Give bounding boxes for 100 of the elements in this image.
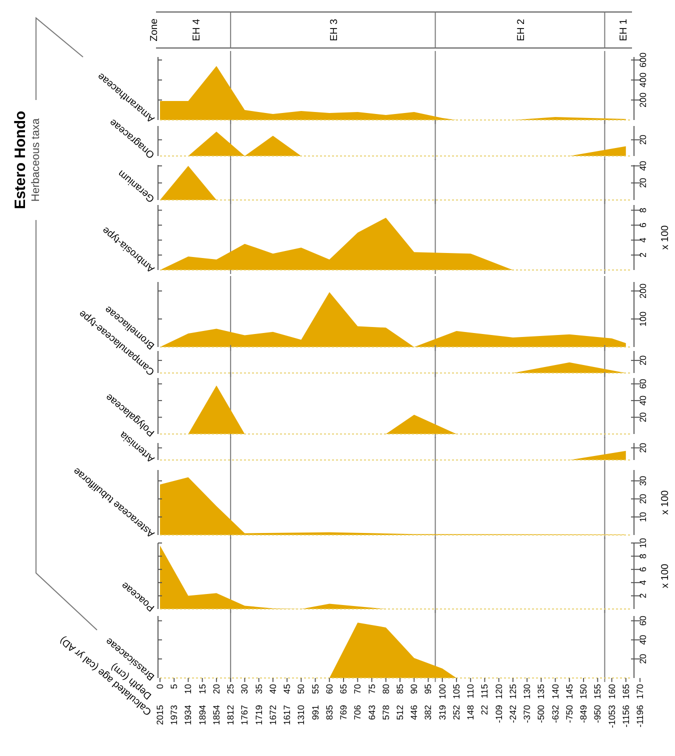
y-tick-label: 20: [638, 654, 648, 664]
text: -500: [536, 705, 546, 724]
text: EH 3: [328, 18, 340, 42]
y-axis-title: x 100: [660, 490, 671, 515]
x-tick-label: 50: [296, 684, 306, 694]
text: 991: [310, 705, 320, 720]
text: 1894: [197, 705, 208, 726]
x-tick-label: 125: [508, 684, 518, 700]
x-tick-label: 105: [451, 684, 462, 700]
text: 252: [451, 705, 462, 720]
y-tick-label: 20: [638, 178, 648, 188]
y-tick-label: 20: [638, 442, 648, 453]
text: EH 2: [516, 18, 527, 42]
y-tick-label: 2: [638, 252, 648, 258]
y-tick-label: 100: [638, 311, 648, 326]
y-tick-label: 30: [638, 476, 648, 486]
text: -1053: [606, 705, 617, 728]
text: -1156: [620, 705, 631, 728]
y-tick-label: 60: [638, 616, 648, 626]
y-tick-label: 20: [638, 355, 648, 366]
x-tick-label: 135: [536, 684, 546, 700]
text: -1196: [635, 705, 645, 728]
y-tick-label: 600: [638, 52, 648, 68]
y-tick-label: 10: [638, 538, 648, 548]
text: 1310: [296, 705, 306, 726]
x-tick-label: 75: [366, 684, 377, 694]
text: 1767: [240, 705, 250, 726]
text: EH 1: [618, 18, 630, 42]
y-tick-label: 20: [638, 134, 648, 145]
x-tick-label: 15: [197, 684, 208, 694]
x-tick-label: 160: [606, 684, 617, 700]
x-tick-label: 60: [324, 684, 334, 694]
text: 769: [338, 705, 349, 720]
text: 1617: [282, 705, 292, 726]
text: 1812: [226, 705, 236, 726]
text: 512: [395, 705, 405, 720]
x-tick-label: 90: [409, 684, 420, 694]
text: Zone: [149, 18, 160, 42]
text: -109: [494, 705, 504, 724]
text: -950: [592, 705, 603, 724]
y-tick-label: 6: [638, 222, 648, 228]
x-tick-label: 30: [240, 684, 250, 694]
y-axis-title: x 100: [660, 224, 671, 250]
x-tick-label: 85: [395, 684, 405, 694]
text: 706: [352, 705, 363, 720]
y-tick-label: 20: [638, 494, 648, 504]
text: 1934: [183, 705, 194, 726]
x-tick-label: 20: [211, 684, 222, 694]
x-tick-label: 65: [338, 684, 349, 694]
y-tick-label: 40: [638, 396, 648, 406]
x-tick-label: 110: [466, 684, 476, 698]
x-tick-label: 40: [268, 684, 278, 694]
x-tick-label: 140: [550, 684, 560, 700]
x-tick-label: 130: [522, 684, 532, 700]
y-tick-label: 8: [638, 208, 648, 213]
text: -370: [522, 705, 532, 724]
x-tick-label: 115: [480, 684, 490, 698]
text: 835: [324, 705, 334, 720]
y-tick-label: 4: [638, 580, 648, 586]
x-tick-label: 45: [282, 684, 292, 694]
text: -750: [564, 705, 574, 724]
x-tick-label: 170: [635, 684, 645, 700]
x-tick-label: 165: [620, 684, 631, 700]
y-tick-label: 40: [638, 160, 648, 171]
text: 1672: [268, 705, 278, 726]
x-tick-label: 10: [183, 684, 194, 694]
y-tick-label: 4: [638, 238, 648, 243]
y-axis-title: x 100: [660, 563, 671, 588]
text: 319: [437, 705, 448, 720]
y-tick-label: 8: [638, 554, 648, 559]
text: 1973: [169, 705, 180, 726]
x-tick-label: 5: [169, 684, 180, 690]
text: 1854: [211, 705, 222, 726]
y-tick-label: 200: [638, 283, 648, 298]
x-tick-label: 70: [352, 684, 363, 694]
y-tick-label: 2: [638, 593, 648, 598]
y-tick-label: 20: [638, 412, 648, 422]
text: Estero Hondo: [12, 110, 29, 210]
text: -242: [508, 705, 518, 724]
y-tick-label: 400: [638, 72, 648, 88]
text: -632: [550, 705, 560, 724]
x-tick-label: 80: [380, 684, 391, 694]
text: 446: [409, 705, 420, 720]
text: -849: [578, 705, 589, 724]
x-tick-label: 25: [226, 684, 236, 694]
y-tick-label: 200: [638, 92, 648, 108]
y-tick-label: 10: [638, 512, 648, 522]
text: 22: [480, 705, 490, 716]
text: EH 4: [191, 18, 202, 42]
x-tick-label: 0: [155, 684, 165, 690]
y-tick-label: 40: [638, 634, 648, 645]
text: 643: [366, 705, 377, 720]
y-tick-label: 60: [638, 378, 648, 389]
text: 382: [423, 705, 434, 720]
x-tick-label: 35: [254, 684, 264, 694]
x-tick-label: 150: [578, 684, 589, 700]
x-tick-label: 55: [310, 684, 320, 694]
text: 2015: [155, 705, 165, 726]
x-tick-label: 100: [437, 684, 448, 700]
x-tick-label: 155: [592, 684, 603, 700]
